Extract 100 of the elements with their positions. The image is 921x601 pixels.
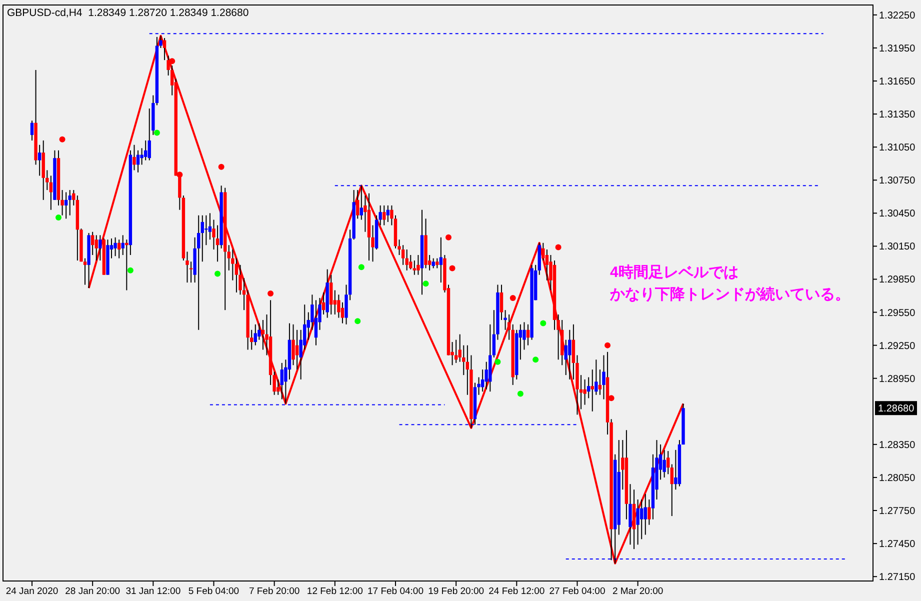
x-tick-label: 27 Feb 04:00 — [549, 586, 606, 597]
y-tick-label: 1.31050 — [879, 142, 916, 154]
x-tick-label: 31 Jan 12:00 — [126, 586, 181, 597]
candlestick — [644, 493, 647, 536]
point — [540, 320, 546, 326]
candlestick — [125, 239, 128, 291]
candlestick — [49, 175, 53, 210]
point — [169, 58, 176, 64]
point — [422, 280, 429, 287]
candlestick — [340, 302, 344, 324]
point — [214, 270, 221, 277]
candlestick — [590, 369, 594, 412]
x-tick-label: 17 Feb 04:00 — [367, 586, 424, 597]
y-tick-label: 1.28950 — [879, 374, 916, 385]
point — [449, 265, 456, 272]
y-tick-label: 1.29550 — [879, 308, 916, 319]
x-tick-label: 7 Feb 20:00 — [248, 586, 300, 597]
candlestick — [500, 284, 504, 320]
chart-title: GBPUSD-cd,H4 1.28349 1.28720 1.28349 1.28680 — [7, 7, 249, 19]
candlestick — [583, 378, 586, 406]
candlestick — [666, 450, 670, 475]
candlestick — [189, 261, 193, 284]
candlestick — [276, 378, 280, 396]
candlestick — [405, 248, 408, 271]
y-tick-label: 1.28050 — [879, 472, 916, 484]
candlestick — [30, 120, 34, 141]
x-tick-label: 28 Jan 20:00 — [65, 586, 120, 597]
candlestick — [280, 362, 284, 400]
point — [154, 130, 160, 136]
point — [176, 172, 183, 178]
candlestick — [436, 258, 439, 269]
candlestick — [480, 369, 484, 392]
candlestick — [64, 192, 68, 220]
y-tick-label: 1.27450 — [879, 539, 916, 550]
candlestick — [412, 260, 416, 276]
candlestick — [254, 324, 257, 346]
candlestick — [295, 329, 299, 370]
point — [510, 294, 516, 301]
x-tick-label: 24 Feb 12:00 — [488, 586, 545, 597]
y-tick-label: 1.27750 — [879, 506, 916, 518]
point — [354, 318, 361, 324]
candlestick — [114, 236, 117, 257]
point — [494, 358, 501, 365]
point — [532, 356, 539, 363]
y-tick-label: 1.32250 — [879, 10, 916, 22]
annotation: 4時間足レベルでは — [610, 264, 738, 281]
candlestick — [330, 274, 333, 315]
candlestick — [507, 314, 511, 340]
point — [358, 264, 364, 270]
candlestick — [640, 499, 644, 540]
candlestick — [197, 214, 200, 330]
candlestick — [68, 190, 72, 216]
text: 1.28680 — [878, 404, 915, 415]
x-tick-label: 19 Feb 20:00 — [428, 586, 484, 597]
candlestick — [314, 300, 318, 346]
y-tick-label: 1.31950 — [879, 43, 916, 54]
candlestick — [636, 499, 640, 546]
candlestick — [432, 258, 435, 269]
y-tick-label: 1.27150 — [879, 572, 916, 584]
candlestick — [38, 144, 42, 176]
x-tick-label: 2 Mar 20:00 — [612, 586, 664, 597]
candlestick — [382, 204, 386, 226]
candlestick — [144, 140, 148, 161]
candlestick — [90, 231, 94, 256]
point — [59, 136, 66, 142]
annotation: かなり下降トレンドが続いている。 — [609, 286, 850, 303]
point — [268, 290, 274, 297]
candlestick — [136, 150, 140, 173]
candlestick — [454, 339, 458, 364]
candlestick — [200, 214, 204, 262]
candlestick — [526, 324, 530, 346]
y-tick-label: 1.29250 — [879, 340, 916, 352]
candlestick — [261, 319, 265, 350]
point — [604, 342, 611, 348]
y-tick-label: 1.29850 — [879, 274, 916, 286]
point — [517, 390, 524, 397]
candlestick — [568, 329, 572, 380]
candlestick — [98, 234, 102, 262]
point — [127, 267, 134, 274]
candlestick — [204, 214, 208, 246]
candlestick — [117, 239, 121, 259]
point — [56, 214, 62, 221]
x-tick-label: 24 Jan 2020 — [6, 586, 58, 597]
point — [218, 164, 224, 170]
candlestick — [234, 258, 238, 293]
candlestick — [216, 224, 220, 262]
x-tick-label: 5 Feb 04:00 — [188, 586, 240, 597]
x-tick-label: 12 Feb 12:00 — [306, 586, 363, 597]
candlestick — [162, 38, 166, 61]
y-tick-label: 1.31650 — [879, 76, 916, 88]
candlestick — [94, 234, 98, 262]
y-tick-label: 1.30450 — [879, 208, 916, 220]
y-tick-label: 1.31350 — [879, 110, 916, 121]
candlestick — [292, 324, 295, 366]
candlestick — [386, 204, 390, 222]
candlestick — [132, 144, 136, 171]
y-tick-label: 1.28350 — [879, 440, 916, 451]
y-tick-label: 1.30150 — [879, 242, 916, 253]
point — [446, 234, 452, 240]
point — [555, 244, 562, 250]
